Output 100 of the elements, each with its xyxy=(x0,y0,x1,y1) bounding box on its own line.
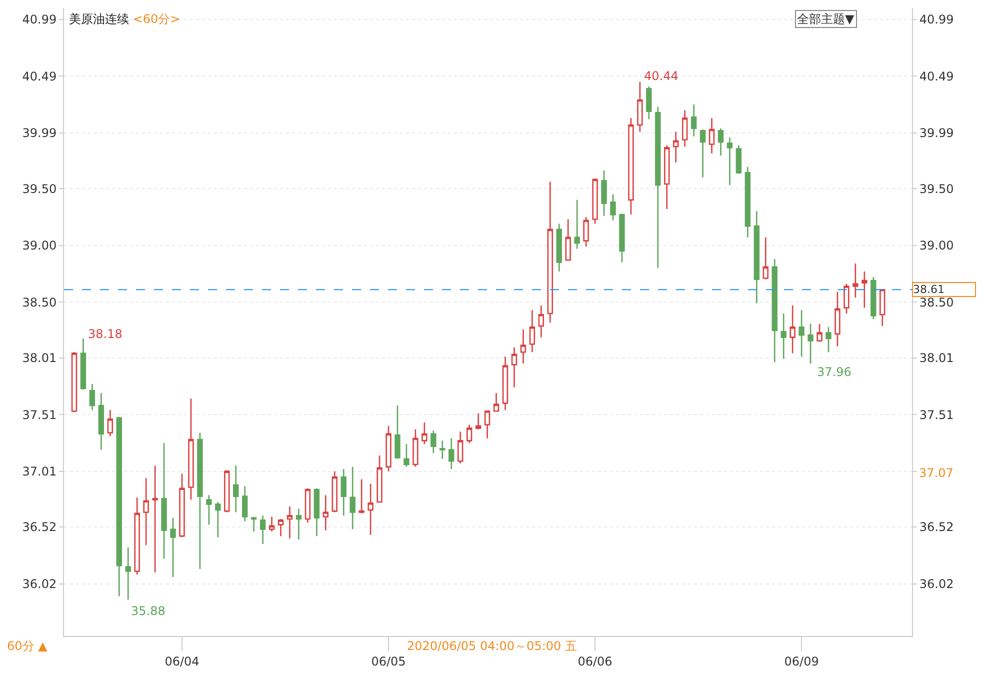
candlestick xyxy=(619,212,625,264)
candlestick xyxy=(538,304,544,338)
candlestick xyxy=(664,144,670,210)
candlestick xyxy=(601,170,607,216)
y-tick-label: 37.51 xyxy=(22,408,57,422)
ref-line-label: 38.61 xyxy=(913,283,944,296)
candlestick xyxy=(430,430,436,454)
y-tick-label: 39.99 xyxy=(22,126,57,140)
y-tick-label: 36.02 xyxy=(22,576,57,591)
candlestick xyxy=(170,517,176,578)
candlestick xyxy=(422,422,428,445)
y2-tick-label: 39.00 xyxy=(919,238,954,253)
candlestick xyxy=(798,309,804,358)
text: 60分 ▲ xyxy=(7,639,48,653)
candlestick xyxy=(322,494,329,532)
y-tick-label: 38.01 xyxy=(22,350,57,365)
annotation: 35.88 xyxy=(131,604,166,618)
candlestick xyxy=(125,546,131,600)
y2-tick-label: 39.50 xyxy=(919,182,954,196)
y-tick-label: 39.00 xyxy=(22,238,57,253)
candlestick xyxy=(700,128,706,178)
chart-subtitle: <60分> xyxy=(132,12,180,26)
text: 37.07 xyxy=(919,466,954,480)
candlestick xyxy=(304,488,311,524)
candlestick xyxy=(655,106,661,269)
candlestick xyxy=(726,136,733,186)
candlestick xyxy=(412,428,418,468)
candlestick xyxy=(493,392,500,412)
candlestick xyxy=(250,516,257,532)
candlestick xyxy=(744,166,751,238)
candlestick xyxy=(762,236,768,280)
candlestick xyxy=(457,430,464,464)
candlestick xyxy=(286,506,293,539)
candlestick xyxy=(547,181,553,324)
annotation: 40.44 xyxy=(644,69,678,83)
candlestick xyxy=(816,323,822,343)
candlestick xyxy=(188,398,194,500)
candlestick xyxy=(368,483,374,536)
candlestick xyxy=(152,465,158,574)
candlestick xyxy=(340,468,346,516)
candlestick xyxy=(484,410,490,440)
candlestick xyxy=(736,144,742,174)
candlestick xyxy=(502,356,508,411)
candlestick xyxy=(673,131,679,164)
candlestick xyxy=(332,470,338,513)
candlestick xyxy=(215,501,221,538)
candlestick xyxy=(98,392,104,450)
text: 2020/06/05 04:00～05:00 五 xyxy=(407,639,577,653)
candlestick xyxy=(808,323,814,364)
chart-title: 美原油连续 xyxy=(69,12,129,26)
y2-tick-label: 36.52 xyxy=(919,520,954,534)
candlestick xyxy=(89,383,96,411)
candlestick xyxy=(278,518,284,537)
candlestick xyxy=(511,346,518,388)
x-tick-label: 06/04 xyxy=(164,654,200,668)
candlestick xyxy=(358,478,364,514)
candlestick xyxy=(116,416,122,597)
y-tick-label: 39.50 xyxy=(22,182,57,196)
candlestick xyxy=(690,104,697,137)
candlestick xyxy=(440,440,446,460)
candlestick xyxy=(682,110,688,148)
y2-tick-label: 40.99 xyxy=(919,12,954,27)
y-tick-label: 36.52 xyxy=(22,520,57,534)
candlestick xyxy=(790,304,796,354)
candlestick xyxy=(772,258,778,363)
candlestick xyxy=(852,262,858,298)
candlestick xyxy=(404,443,410,468)
candlestick xyxy=(242,485,248,522)
candlestick xyxy=(780,312,786,360)
candlestick xyxy=(260,514,266,545)
y-tick-label: 38.50 xyxy=(22,295,57,310)
candlestick xyxy=(80,338,86,390)
candlestick xyxy=(870,276,876,320)
candlestick xyxy=(448,438,454,470)
candlestick xyxy=(107,409,113,437)
candlestick xyxy=(583,216,589,248)
y2-tick-label: 36.02 xyxy=(919,576,954,591)
candlestick xyxy=(143,478,149,546)
candlestick xyxy=(556,223,562,272)
candlestick xyxy=(880,288,886,327)
candlestick xyxy=(520,328,526,364)
candlestick xyxy=(862,270,868,308)
y2-tick-label: 38.50 xyxy=(919,295,954,310)
candlestick xyxy=(529,309,536,353)
candlestick xyxy=(350,466,356,530)
candlestick xyxy=(844,283,850,314)
candlestick xyxy=(197,432,203,570)
y2-tick-label: 40.49 xyxy=(919,69,954,84)
candlestick xyxy=(134,496,140,576)
candlestick xyxy=(466,424,472,444)
candlestick xyxy=(394,404,400,460)
candlestick xyxy=(826,326,832,353)
x-tick-label: 06/05 xyxy=(371,654,406,668)
candlestick xyxy=(592,178,598,224)
candlestick xyxy=(224,470,230,513)
candlestick xyxy=(314,488,320,537)
y-tick-label: 40.99 xyxy=(22,12,57,27)
candlestick xyxy=(718,128,724,156)
candlestick xyxy=(161,442,167,560)
candlestick xyxy=(646,86,652,120)
